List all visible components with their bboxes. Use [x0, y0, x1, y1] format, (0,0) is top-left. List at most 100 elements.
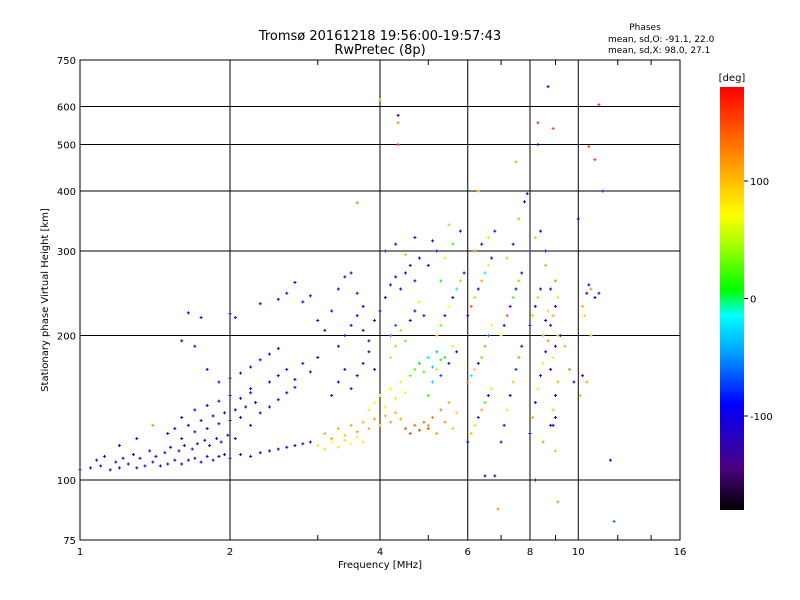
data-point-cross [200, 460, 202, 464]
data-point-cross [532, 314, 534, 318]
data-point-cross [540, 229, 542, 233]
data-point-cross [277, 447, 279, 451]
data-point-cross [477, 189, 479, 193]
data-point-cross [294, 280, 296, 284]
data-point-cross [229, 312, 231, 316]
x-tick-label: 10 [572, 547, 585, 558]
data-point-cross [356, 314, 358, 318]
data-point-cross [515, 287, 517, 291]
data-point-cross [390, 283, 392, 287]
data-point-cross [337, 287, 339, 291]
data-point-cross [374, 401, 376, 405]
data-point-cross [194, 344, 196, 348]
data-point-cross [191, 447, 193, 451]
data-point-cross [390, 387, 392, 391]
data-point-cross [286, 391, 288, 395]
data-point-cross [613, 519, 615, 523]
data-point-cross [344, 433, 346, 437]
data-point-cross [395, 323, 397, 327]
data-point-cross [423, 420, 425, 424]
x-tick-label: 6 [465, 547, 471, 558]
y-tick-label: 75 [63, 536, 76, 547]
data-point-cross [90, 466, 92, 470]
data-point-cross [240, 371, 242, 375]
legend-heading: Phases [629, 23, 661, 33]
data-point-cross [432, 239, 434, 243]
data-point-cross [368, 427, 370, 431]
data-point-cross [254, 401, 256, 405]
data-point-cross [404, 391, 406, 395]
data-point-cross [542, 440, 544, 444]
data-point-cross [404, 271, 406, 275]
y-axis-label: Stationary phase Virtual Height [km] [40, 208, 51, 392]
data-point-cross [229, 419, 231, 423]
data-point-cross [463, 271, 465, 275]
data-point-cross [456, 411, 458, 415]
y-tick-label: 750 [57, 56, 76, 67]
data-point-cross [440, 408, 442, 412]
data-point-cross [240, 453, 242, 457]
data-point-cross [557, 296, 559, 300]
data-points [78, 85, 616, 523]
data-point-cross [512, 242, 514, 246]
data-point-cross [540, 287, 542, 291]
data-point-cross [277, 374, 279, 378]
data-point-cross [418, 361, 420, 365]
data-point-cross [356, 374, 358, 378]
data-point-cross [459, 279, 461, 283]
data-point-cross [395, 275, 397, 279]
data-point-cross [440, 358, 442, 362]
data-point-cross [174, 427, 176, 431]
data-point-cross [152, 460, 154, 464]
colorbar-ticks: -100 0 100 [744, 177, 773, 423]
data-point-cross [234, 316, 236, 320]
data-point-cross [444, 355, 446, 359]
data-point-cross [542, 361, 544, 365]
data-point-cross [559, 334, 561, 338]
data-point-cross [368, 408, 370, 412]
legend-line-o: mean, sd,O: -91.1, 22.0 [608, 35, 715, 45]
data-point-cross [427, 423, 429, 427]
data-point-cross [409, 318, 411, 322]
data-point-cross [532, 415, 534, 419]
data-point-cross [497, 507, 499, 511]
data-point-cross [404, 427, 406, 431]
data-point-cross [552, 423, 554, 427]
data-point-cross [350, 387, 352, 391]
data-point-cross [227, 433, 229, 437]
x-tick-label: 16 [674, 547, 687, 558]
data-point-cross [573, 380, 575, 384]
data-point-cross [506, 314, 508, 318]
data-point-cross [209, 444, 211, 448]
data-point-cross [427, 427, 429, 431]
data-point-cross [414, 279, 416, 283]
data-point-cross [344, 275, 346, 279]
data-point-cross [414, 423, 416, 427]
data-point-cross [509, 304, 511, 308]
data-point-cross [440, 323, 442, 327]
data-point-cross [234, 408, 236, 412]
data-point-cross [436, 367, 438, 371]
data-point-cross [324, 447, 326, 451]
colorbar-tick-label: -100 [750, 412, 773, 423]
data-point-cross [350, 442, 352, 446]
data-point-cross [554, 415, 556, 419]
data-point-cross [537, 121, 539, 125]
y-tick-label: 100 [57, 476, 76, 487]
colorbar-label: [deg] [719, 73, 746, 84]
data-point-cross [557, 380, 559, 384]
data-point-cross [474, 367, 476, 371]
data-point-cross [590, 287, 592, 291]
data-point-cross [259, 302, 261, 306]
data-point-cross [362, 420, 364, 424]
data-point-cross [537, 143, 539, 147]
data-point-cross [537, 387, 539, 391]
data-point-cross [350, 271, 352, 275]
data-point-cross [477, 361, 479, 365]
data-point-cross [602, 189, 604, 193]
data-point-cross [557, 334, 559, 338]
data-point-cross [268, 449, 270, 453]
data-point-cross [436, 432, 438, 436]
data-point-cross [409, 263, 411, 267]
data-point-cross [250, 387, 252, 391]
